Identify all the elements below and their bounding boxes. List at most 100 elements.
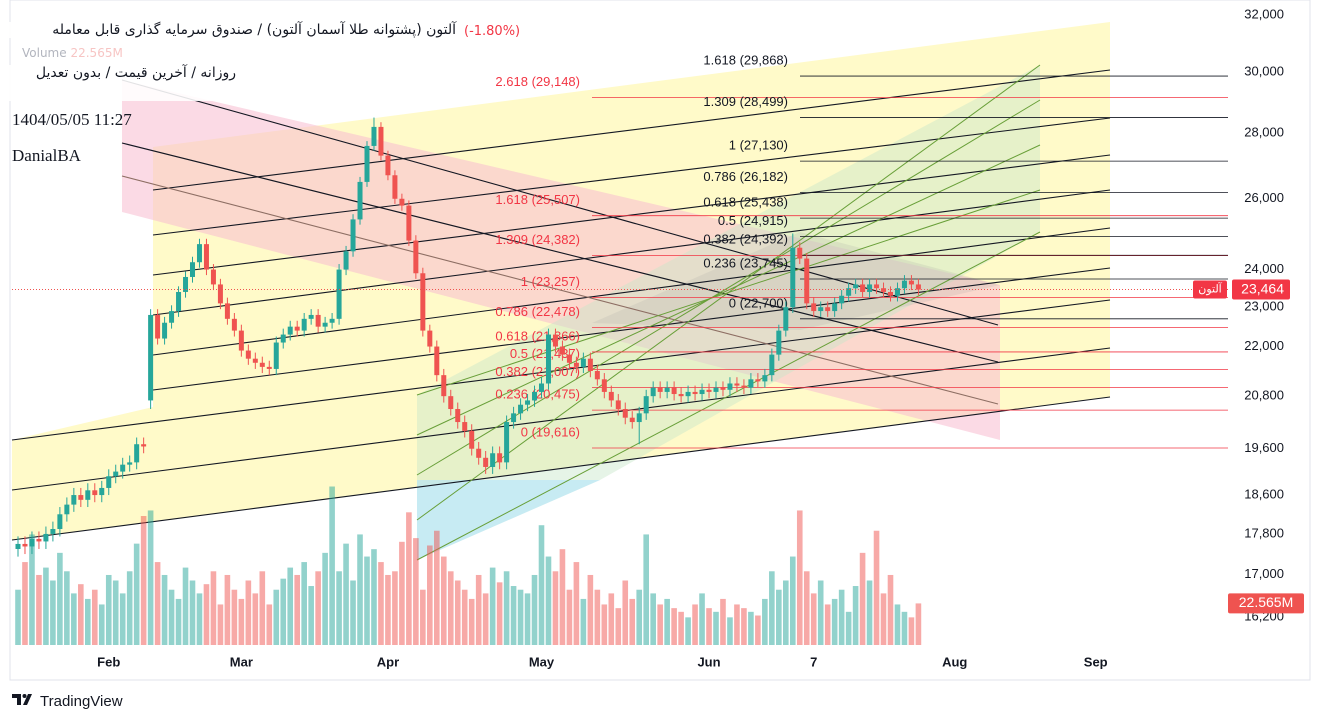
- volume-bar: [399, 541, 405, 645]
- candle-body: [462, 422, 468, 431]
- candle-body: [671, 387, 677, 395]
- volume-bar: [887, 574, 894, 645]
- candle-body: [552, 334, 558, 347]
- candle-body: [183, 276, 189, 292]
- candle-body: [901, 280, 907, 289]
- fib-label: 0.382 (24,392): [703, 232, 788, 247]
- fib-label: 1.618 (25,507): [495, 192, 580, 207]
- candle-body: [252, 358, 258, 363]
- candle-body: [406, 205, 412, 241]
- volume-bar: [741, 608, 747, 645]
- volume-bar: [762, 598, 768, 645]
- candle-body: [448, 396, 454, 410]
- volume-bar: [85, 598, 91, 645]
- volume-bar: [824, 604, 831, 645]
- candle-body: [664, 387, 670, 392]
- candle-body: [190, 262, 195, 277]
- candle-body: [217, 284, 223, 304]
- volume-bar: [91, 589, 98, 645]
- volume-bar: [538, 525, 545, 645]
- candle-body: [832, 303, 838, 312]
- candle-body: [99, 487, 105, 496]
- volume-bar: [503, 571, 510, 645]
- candle-body: [539, 383, 544, 392]
- symbol-tag: آلتون: [1198, 282, 1222, 295]
- fib-label: 1.309 (24,382): [495, 232, 580, 247]
- candle-body: [881, 288, 887, 292]
- volume-bar: [817, 580, 824, 645]
- volume-bar: [454, 580, 461, 645]
- candle-body: [308, 314, 314, 319]
- candle-body: [392, 175, 398, 199]
- candle-body: [860, 284, 866, 292]
- candle-body: [518, 404, 524, 414]
- candle-body: [399, 198, 405, 206]
- candle-body: [483, 457, 489, 467]
- fan-fill: [417, 65, 1040, 560]
- volume-bar: [447, 571, 454, 645]
- candle-body: [566, 354, 572, 363]
- volume-bar: [475, 574, 482, 645]
- volume-bar: [315, 571, 321, 645]
- candle-body: [427, 330, 433, 347]
- candle-body: [580, 358, 586, 367]
- candle-body: [210, 269, 216, 285]
- candle-body: [601, 379, 607, 392]
- author: DanialBA: [12, 146, 81, 165]
- x-tick-label: Apr: [377, 654, 399, 669]
- volume-bar: [734, 604, 740, 645]
- subtitle: روزانه / آخرین قیمت / بدون تعدیل: [8, 65, 284, 101]
- volume-bar: [573, 562, 580, 645]
- volume-bar: [434, 530, 440, 645]
- candle-body: [545, 334, 551, 384]
- candle-body: [853, 284, 859, 289]
- candle-body: [685, 391, 691, 397]
- candle-body: [497, 453, 503, 463]
- candle-body: [511, 413, 517, 423]
- volume-bar: [273, 589, 280, 645]
- volume-bar: [601, 604, 608, 645]
- volume-bar: [406, 512, 412, 645]
- candle-body: [559, 346, 565, 355]
- candle-body: [525, 400, 531, 405]
- fib-label: 0.236 (20,475): [495, 387, 580, 402]
- candle-body: [825, 307, 831, 312]
- candle-body: [350, 219, 356, 252]
- volume-bar: [713, 611, 719, 645]
- candle-body: [15, 543, 21, 549]
- volume-bar: [78, 584, 84, 645]
- volume-bar: [852, 586, 859, 645]
- fib-label: 0.382 (21,007): [495, 364, 580, 379]
- symbol-tag-bg: [1193, 280, 1227, 299]
- volume-bar: [531, 574, 538, 645]
- y-tick-label: 20,800: [1244, 388, 1284, 403]
- candle-body: [441, 375, 447, 397]
- volume-bar: [615, 608, 622, 645]
- candle-body: [287, 326, 293, 335]
- change: (-1.80%): [464, 24, 521, 39]
- candle-body: [322, 322, 328, 327]
- volume-bar: [769, 571, 775, 645]
- volume-bar: [594, 589, 601, 645]
- volume-bar: [98, 604, 105, 645]
- candle-body: [755, 379, 761, 382]
- volume-bar: [678, 611, 684, 645]
- candle-body: [378, 126, 384, 156]
- candle-body: [811, 303, 817, 312]
- candle-body: [371, 126, 377, 146]
- volume-bar: [71, 593, 77, 645]
- candle-body: [797, 247, 803, 259]
- volume-bar: [755, 615, 761, 645]
- fib-label: 1 (27,130): [729, 138, 788, 153]
- candle-body: [504, 422, 510, 463]
- volume-bar: [608, 593, 615, 645]
- volume-bar: [357, 534, 363, 645]
- y-tick-label: 28,000: [1244, 125, 1284, 140]
- x-tick-label: Aug: [942, 654, 967, 669]
- volume-bar: [287, 567, 294, 645]
- candle-body: [315, 314, 321, 327]
- candle-body: [699, 389, 705, 395]
- volume-bar: [36, 574, 42, 645]
- candle-body: [134, 444, 140, 463]
- volume-bar: [461, 589, 468, 645]
